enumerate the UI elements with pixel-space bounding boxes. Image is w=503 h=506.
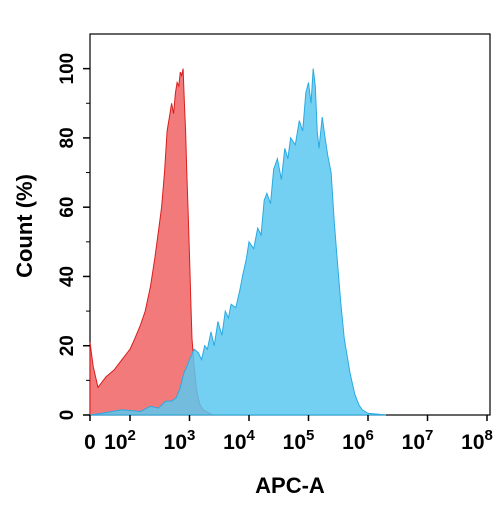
y-tick-label: 0 (57, 410, 78, 421)
y-axis-title: Count (%) (12, 174, 37, 278)
y-tick-label: 60 (57, 197, 78, 218)
y-tick-label: 20 (57, 335, 78, 356)
x-axis-title: APC-A (255, 473, 325, 498)
y-axis: 0 20 40 60 80 100 (57, 53, 90, 421)
x-tick-label: 103 (164, 427, 196, 454)
x-tick-label: 102 (104, 427, 136, 454)
x-axis: 0 102 103 104 105 106 107 108 (84, 415, 493, 454)
x-tick-label: 106 (342, 427, 374, 454)
histogram-series-2 (89, 68, 386, 416)
y-tick-label: 80 (57, 127, 78, 148)
y-tick-label: 40 (57, 266, 78, 287)
y-tick-label: 100 (57, 53, 78, 85)
x-tick-label: 105 (283, 427, 315, 454)
x-tick-label: 108 (461, 427, 493, 454)
x-tick-label: 104 (223, 427, 255, 454)
series-layer (89, 68, 386, 416)
x-tick-label: 107 (402, 427, 434, 454)
x-tick-label: 0 (84, 431, 96, 454)
